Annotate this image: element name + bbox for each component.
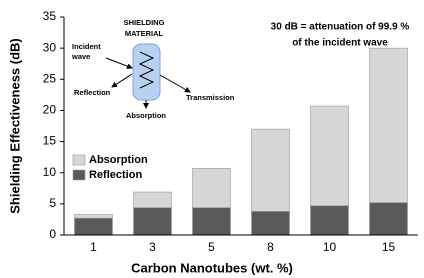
annotation: of the incident wave bbox=[292, 38, 388, 49]
y-tick-label: 25 bbox=[43, 71, 57, 85]
bar-segment bbox=[193, 168, 231, 207]
legend-swatch bbox=[73, 155, 85, 165]
inset-title: MATERIAL bbox=[125, 29, 164, 38]
y-tick-label: 10 bbox=[43, 165, 57, 179]
x-axis-label: Carbon Nanotubes (wt. %) bbox=[131, 260, 293, 275]
material-block bbox=[133, 44, 160, 100]
bar-segment bbox=[252, 129, 290, 211]
inset-label: wave bbox=[71, 52, 90, 61]
bar-segment bbox=[75, 214, 113, 218]
bar-segment bbox=[311, 206, 349, 235]
bar-segment bbox=[134, 192, 172, 208]
bar-segment bbox=[134, 208, 172, 235]
x-tick-label: 10 bbox=[323, 240, 337, 254]
y-tick-label: 20 bbox=[43, 103, 57, 117]
y-tick-label: 5 bbox=[49, 196, 56, 210]
arrow bbox=[112, 74, 132, 87]
y-axis-label: Shielding Effectiveness (dB) bbox=[7, 38, 22, 214]
x-tick-label: 5 bbox=[208, 240, 215, 254]
inset-title: SHIELDING bbox=[124, 18, 165, 27]
legend-label: Reflection bbox=[89, 169, 142, 181]
x-tick-label: 8 bbox=[267, 240, 274, 254]
x-tick-label: 3 bbox=[149, 240, 156, 254]
inset-diagram: SHIELDING MATERIAL Incident wave Reflect… bbox=[71, 18, 235, 120]
y-tick-label: 0 bbox=[49, 227, 56, 241]
x-tick-label: 15 bbox=[382, 240, 396, 254]
chart: Carbon Nanotubes (wt. %) Shielding Effec… bbox=[0, 0, 424, 278]
legend-swatch bbox=[73, 170, 85, 180]
arrow bbox=[106, 58, 132, 68]
bar-segment bbox=[75, 218, 113, 235]
bar-segment bbox=[370, 48, 408, 202]
annotation: 30 dB = attenuation of 99.9 % bbox=[271, 22, 410, 33]
inset-label: Absorption bbox=[126, 111, 166, 120]
bar-segment bbox=[193, 208, 231, 235]
bar-segment bbox=[311, 106, 349, 206]
y-tick-label: 30 bbox=[43, 40, 57, 54]
y-tick-label: 35 bbox=[43, 9, 57, 23]
arrow bbox=[160, 75, 190, 92]
y-tick-label: 15 bbox=[43, 134, 57, 148]
bar-segment bbox=[252, 211, 290, 235]
inset-label: Transmission bbox=[186, 93, 235, 102]
x-tick-label: 1 bbox=[90, 240, 97, 254]
bar-segment bbox=[370, 203, 408, 235]
legend-label: Absorption bbox=[89, 154, 148, 166]
inset-label: Reflection bbox=[74, 88, 111, 97]
inset-label: Incident bbox=[72, 42, 101, 51]
